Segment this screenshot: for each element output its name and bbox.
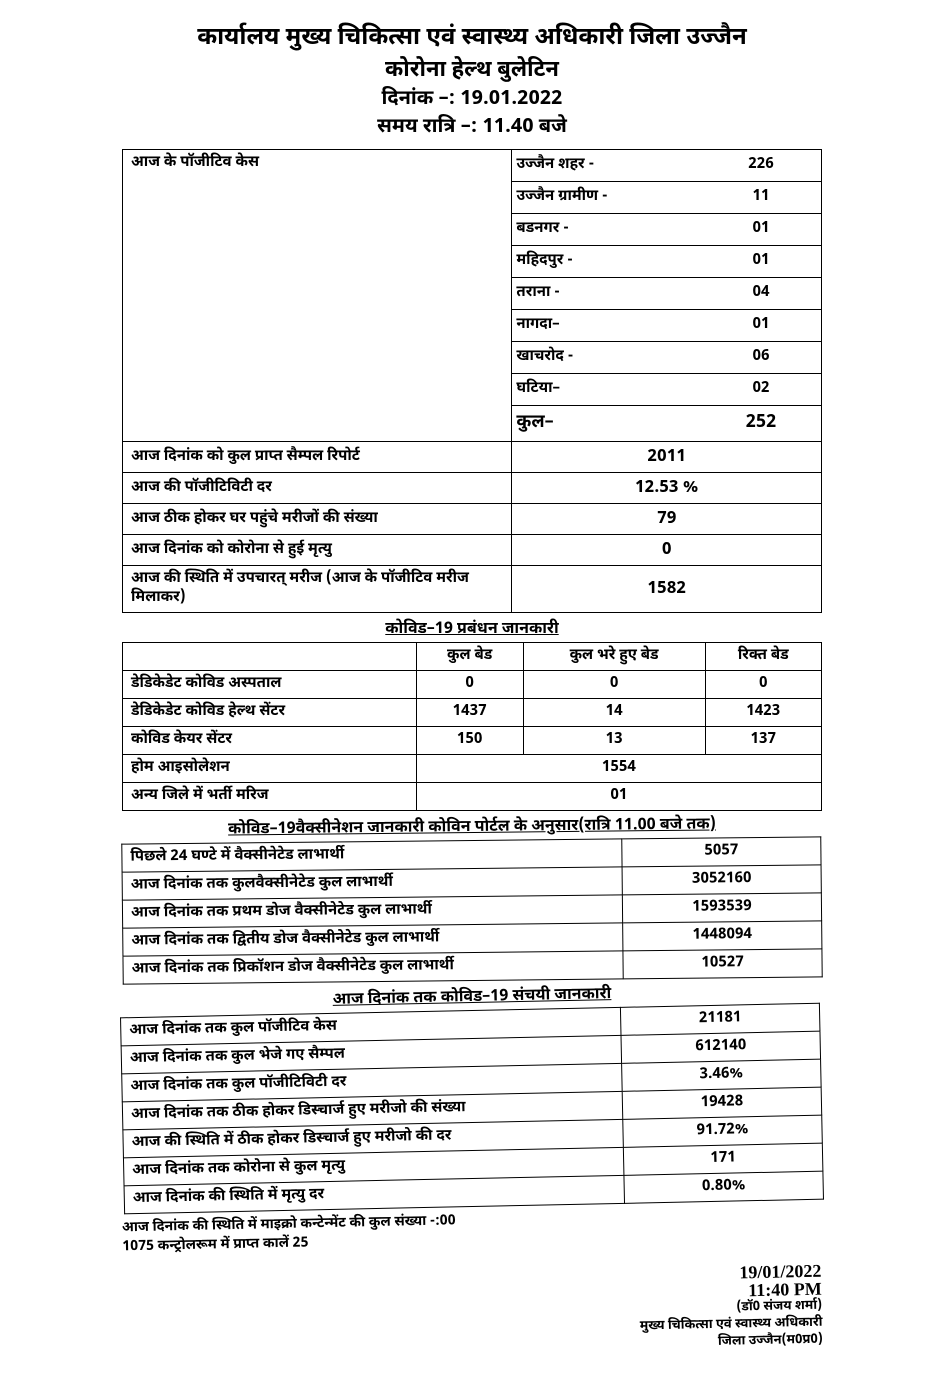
beds-header: रिक्त बेड xyxy=(705,643,821,671)
location-count: 226 xyxy=(701,150,821,182)
beds-row-label: डेडिकेडेट कोविड अस्पताल xyxy=(123,671,417,699)
beds-span-label: होम आइसोलेशन xyxy=(123,755,417,783)
daily-row-label: आज की स्थिति में उपचारत् मरीज (आज के पॉज… xyxy=(123,566,512,613)
location-count: 01 xyxy=(701,310,821,342)
location-name: तराना - xyxy=(512,278,701,310)
cum-row-value: 612140 xyxy=(621,1031,821,1063)
location-count: 01 xyxy=(701,246,821,278)
beds-vacant: 137 xyxy=(705,727,821,755)
location-name: महिदपुर - xyxy=(512,246,701,278)
vax-row-value: 10527 xyxy=(623,949,822,979)
cum-row-value: 91.72% xyxy=(623,1115,823,1147)
beds-header xyxy=(123,643,417,671)
office-title: कार्यालय मुख्य चिकित्सा एवं स्वास्थ्य अध… xyxy=(20,22,924,54)
vax-row-value: 5057 xyxy=(622,837,821,867)
location-name: बडनगर - xyxy=(512,214,701,246)
daily-row-value: 1582 xyxy=(512,566,822,613)
location-name: खाचरोद - xyxy=(512,342,701,374)
daily-row-label: आज की पॉजीटिविटी दर xyxy=(123,473,512,504)
vaccination-table: पिछले 24 घण्टे में वैक्सीनेटेड लाभार्थी5… xyxy=(121,836,822,984)
beds-title: कोविड–19 प्रबंधन जानकारी xyxy=(20,619,924,640)
bulletin-time: समय रात्रि –: 11.40 बजे xyxy=(20,115,924,141)
beds-table: कुल बेडकुल भरे हुए बेडरिक्त बेड डेडिकेडेट… xyxy=(122,642,822,811)
beds-total: 1437 xyxy=(416,699,523,727)
beds-vacant: 1423 xyxy=(705,699,821,727)
cum-row-value: 21181 xyxy=(620,1003,820,1035)
location-count: 04 xyxy=(701,278,821,310)
beds-row-label: कोविड केयर सेंटर xyxy=(123,727,417,755)
vax-row-value: 1448094 xyxy=(623,921,822,951)
location-name: उज्जैन शहर - xyxy=(512,150,701,182)
location-name: उज्जैन ग्रामीण - xyxy=(512,182,701,214)
positive-cases-label: आज के पॉजीटिव केस xyxy=(123,150,512,442)
daily-row-label: आज ठीक होकर घर पहुंचे मरीजों की संख्या xyxy=(123,504,512,535)
vax-row-value: 1593539 xyxy=(622,893,821,923)
beds-filled: 14 xyxy=(523,699,705,727)
location-count: 11 xyxy=(701,182,821,214)
bulletin-title: कोरोना हेल्थ बुलेटिन xyxy=(20,56,924,85)
beds-filled: 13 xyxy=(523,727,705,755)
signature-block: 19/01/2022 11:40 PM (डॉ0 संजय शर्मा) मुख… xyxy=(121,1242,823,1364)
location-name: घटिया– xyxy=(512,374,701,406)
beds-header: कुल भरे हुए बेड xyxy=(523,643,705,671)
header: कार्यालय मुख्य चिकित्सा एवं स्वास्थ्य अध… xyxy=(20,22,924,141)
location-count: 06 xyxy=(701,342,821,374)
beds-row-label: डेडिकेडेट कोविड हेल्थ सेंटर xyxy=(123,699,417,727)
cum-row-value: 3.46% xyxy=(622,1059,822,1091)
location-breakdown: उज्जैन शहर -226उज्जैन ग्रामीण -11बडनगर -… xyxy=(512,150,821,441)
location-count: 02 xyxy=(701,374,821,406)
cumulative-table: आज दिनांक तक कुल पॉजीटिव केस21181आज दिना… xyxy=(120,1003,824,1215)
beds-total: 0 xyxy=(416,671,523,699)
bulletin-date: दिनांक –: 19.01.2022 xyxy=(20,87,924,113)
beds-total: 150 xyxy=(416,727,523,755)
vax-row-value: 3052160 xyxy=(622,865,821,895)
daily-row-value: 12.53 % xyxy=(512,473,822,504)
beds-filled: 0 xyxy=(523,671,705,699)
total-label: कुल– xyxy=(512,406,701,442)
beds-span-label: अन्य जिले में भर्ती मरिज xyxy=(123,783,417,811)
daily-row-label: आज दिनांक को कुल प्राप्त सैम्पल रिपोर्ट xyxy=(123,442,512,473)
total-value: 252 xyxy=(701,406,821,442)
daily-row-value: 2011 xyxy=(512,442,822,473)
cum-row-value: 19428 xyxy=(622,1087,822,1119)
cum-row-value: 0.80% xyxy=(624,1171,824,1203)
daily-row-value: 0 xyxy=(512,535,822,566)
daily-row-label: आज दिनांक को कोरोना से हुई मृत्यु xyxy=(123,535,512,566)
cum-row-value: 171 xyxy=(623,1143,823,1175)
daily-row-value: 79 xyxy=(512,504,822,535)
location-name: नागदा– xyxy=(512,310,701,342)
daily-summary-table: आज के पॉजीटिव केस उज्जैन शहर -226उज्जैन … xyxy=(122,149,822,613)
beds-header: कुल बेड xyxy=(416,643,523,671)
beds-vacant: 0 xyxy=(705,671,821,699)
beds-span-value: 01 xyxy=(416,783,821,811)
location-count: 01 xyxy=(701,214,821,246)
beds-span-value: 1554 xyxy=(416,755,821,783)
vax-row-label: आज दिनांक तक प्रिकॉशन डोज वैक्सीनेटेड कु… xyxy=(123,951,623,984)
